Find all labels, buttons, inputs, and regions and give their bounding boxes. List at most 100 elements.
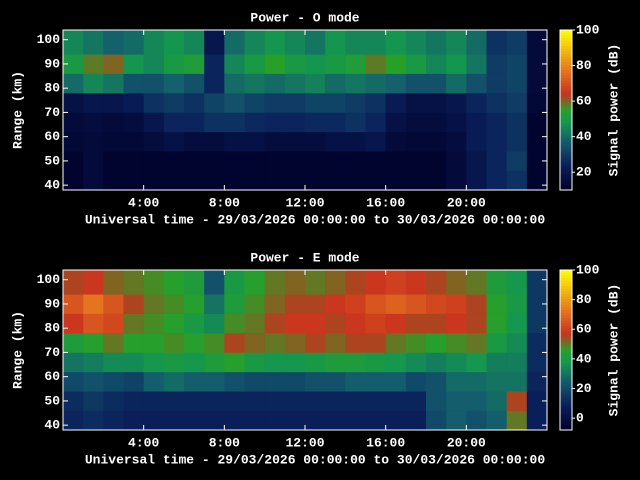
- heat-cell: [385, 170, 407, 191]
- colorbar-swatch: [560, 118, 572, 122]
- colorbar-swatch: [560, 110, 572, 114]
- colorbar-swatch: [560, 395, 572, 399]
- heat-cell: [526, 371, 548, 392]
- colorbar-swatch: [560, 72, 572, 76]
- heat-cell: [63, 352, 84, 373]
- heat-cell: [405, 313, 427, 334]
- heat-cell: [385, 30, 407, 55]
- heat-cell: [244, 352, 265, 373]
- heat-cell: [506, 294, 528, 314]
- heat-cell: [506, 352, 528, 373]
- y-tick-label: 80: [44, 81, 60, 96]
- heat-cell: [506, 54, 528, 74]
- colorbar-swatch: [560, 382, 572, 386]
- heat-cell: [426, 54, 447, 74]
- heat-cell: [163, 93, 185, 113]
- colorbar-swatch: [560, 184, 572, 188]
- heat-cell: [224, 112, 245, 133]
- heat-cell: [204, 112, 225, 133]
- colorbar-swatch: [560, 288, 572, 292]
- colorbar-swatch: [560, 384, 572, 388]
- colorbar-swatch: [560, 278, 572, 282]
- heat-cell: [63, 313, 84, 334]
- heat-cell: [63, 391, 84, 411]
- heat-cell: [345, 371, 366, 392]
- heat-cell: [385, 151, 407, 171]
- heat-cell: [184, 371, 205, 392]
- heat-cell: [385, 352, 407, 373]
- heat-cell: [204, 391, 225, 411]
- heat-cell: [365, 352, 386, 373]
- heat-cell: [103, 170, 124, 191]
- heat-cell: [284, 391, 306, 411]
- colorbar-tick-label: 40: [576, 351, 592, 366]
- heat-cell: [385, 313, 407, 334]
- heat-cell: [506, 30, 528, 55]
- heat-cell: [426, 313, 447, 334]
- heat-cell: [405, 112, 427, 133]
- heat-cell: [325, 294, 346, 314]
- colorbar-label: Signal power (dB): [606, 44, 621, 177]
- heat-cell: [264, 294, 286, 314]
- heat-cell: [103, 313, 124, 334]
- heat-cell: [325, 313, 346, 334]
- heat-cell: [526, 73, 548, 94]
- heat-cell: [123, 151, 144, 171]
- heat-cell: [446, 54, 467, 74]
- heat-cell: [486, 294, 507, 314]
- heat-cell: [305, 93, 326, 113]
- colorbar-swatch: [560, 107, 572, 111]
- heat-cell: [325, 333, 346, 353]
- heat-cell: [365, 371, 386, 392]
- colorbar-swatch: [560, 174, 572, 178]
- colorbar-swatch: [560, 78, 572, 82]
- heat-cell: [63, 170, 84, 191]
- y-tick-label: 80: [44, 321, 60, 336]
- colorbar-swatch: [560, 344, 572, 348]
- heat-cell: [486, 352, 507, 373]
- heat-cell: [244, 391, 265, 411]
- heat-cell: [506, 73, 528, 94]
- heat-cell: [184, 333, 205, 353]
- heat-cell: [204, 333, 225, 353]
- heat-cell: [284, 313, 306, 334]
- heat-cell: [244, 371, 265, 392]
- heat-cell: [526, 270, 548, 295]
- heat-cell: [83, 333, 104, 353]
- heat-cell: [305, 294, 326, 314]
- colorbar-swatch: [560, 307, 572, 311]
- colorbar-tick-label: 60: [576, 94, 592, 109]
- heat-cell: [264, 151, 286, 171]
- heat-cell: [244, 151, 265, 171]
- heat-cell: [143, 313, 165, 334]
- colorbar-swatch: [560, 163, 572, 167]
- heat-cell: [345, 352, 366, 373]
- heat-cell: [224, 333, 245, 353]
- heat-cell: [345, 112, 366, 133]
- heat-cell: [405, 131, 427, 152]
- heat-cell: [365, 294, 386, 314]
- heat-cell: [163, 294, 185, 314]
- heat-cell: [405, 270, 427, 295]
- heat-cell: [486, 131, 507, 152]
- heat-cell: [526, 170, 548, 191]
- heat-cell: [325, 371, 346, 392]
- heat-cell: [224, 294, 245, 314]
- heat-cell: [123, 30, 144, 55]
- heat-cell: [526, 410, 548, 431]
- heat-cell: [224, 391, 245, 411]
- heat-cell: [486, 333, 507, 353]
- heat-cell: [204, 170, 225, 191]
- heat-cell: [63, 270, 84, 295]
- heat-cell: [184, 131, 205, 152]
- heat-cell: [123, 313, 144, 334]
- heat-cell: [264, 352, 286, 373]
- heat-cell: [506, 151, 528, 171]
- heat-cell: [143, 371, 165, 392]
- heat-cell: [305, 371, 326, 392]
- heat-cell: [365, 112, 386, 133]
- heat-cell: [446, 410, 467, 431]
- colorbar-swatch: [560, 318, 572, 322]
- x-tick-label: 12:00: [285, 195, 324, 210]
